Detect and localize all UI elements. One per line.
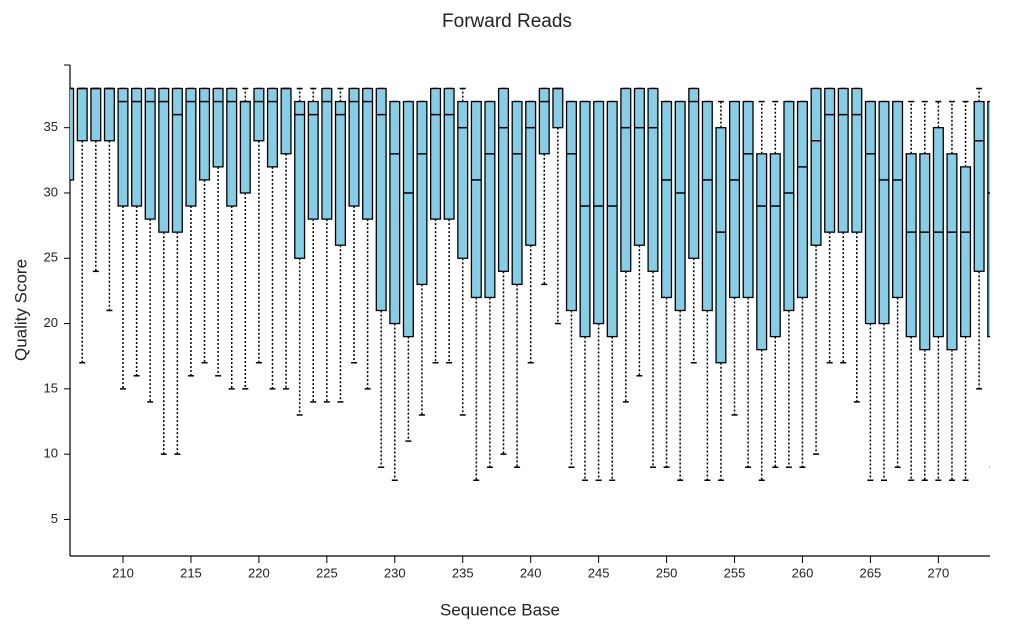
y-tick-label: 25 [44,250,58,265]
box [389,100,401,325]
box [878,100,890,325]
box [905,153,917,338]
box [76,87,88,142]
y-tick-label: 5 [51,511,58,526]
y-tick-label: 15 [44,380,58,395]
x-tick-label: 225 [316,565,338,580]
x-tick-label: 265 [860,565,882,580]
box [525,100,537,246]
box [117,87,129,207]
box [253,87,265,142]
box [593,100,605,325]
box [987,100,990,338]
box [701,100,713,312]
x-tick-label: 215 [180,565,202,580]
box [565,100,577,312]
box [226,87,238,207]
box [647,87,659,272]
box [484,100,496,299]
box [334,100,346,246]
box [688,87,700,259]
box [606,100,618,338]
box [742,100,754,299]
box [307,100,319,220]
x-tick-label: 255 [724,565,746,580]
box [538,87,550,155]
x-tick-label: 240 [520,565,542,580]
box [280,87,292,155]
box [497,87,510,272]
box [919,153,931,351]
box [837,87,849,233]
x-tick-label: 210 [112,565,134,580]
box [756,153,768,351]
box [783,100,795,312]
box [579,100,591,338]
box [144,87,156,220]
box [171,87,183,233]
box [457,100,469,259]
box [511,100,523,286]
box [321,87,333,220]
box [946,153,958,351]
box [266,87,279,168]
box [973,100,985,272]
box [769,153,781,338]
y-tick-label: 30 [44,184,58,199]
box [661,100,673,299]
chart-title: Forward Reads [442,11,572,32]
box [715,127,727,364]
box [959,166,972,338]
x-tick-label: 250 [656,565,678,580]
box [294,100,306,259]
box [810,87,822,246]
box [185,87,197,207]
box [239,100,251,194]
x-tick-label: 260 [792,565,814,580]
y-axis-label: Quality Score [11,259,30,361]
box [90,87,102,142]
box [728,100,741,299]
box [375,87,387,312]
box [864,100,876,325]
x-tick-label: 230 [384,565,406,580]
box [362,87,374,220]
y-tick-label: 35 [44,119,58,134]
box [620,87,632,272]
box [851,87,863,233]
x-tick-label: 245 [588,565,610,580]
box [470,100,482,299]
box [824,87,836,233]
x-tick-label: 235 [452,565,474,580]
y-tick-label: 10 [44,446,58,461]
box [212,87,224,168]
box [103,87,115,142]
box [348,87,360,207]
y-tick-label: 20 [44,315,58,330]
box [674,100,686,312]
box [443,87,455,220]
box [158,87,170,233]
box [430,87,442,220]
plot-area [70,87,990,482]
box [416,100,428,286]
box [796,100,809,299]
box [552,87,564,129]
box [633,87,645,246]
x-tick-label: 220 [248,565,270,580]
box [70,87,75,181]
x-axis-label: Sequence Base [440,600,560,619]
box [402,100,414,338]
box [892,100,904,299]
box [131,87,143,207]
box [198,87,211,181]
x-tick-label: 270 [928,565,950,580]
